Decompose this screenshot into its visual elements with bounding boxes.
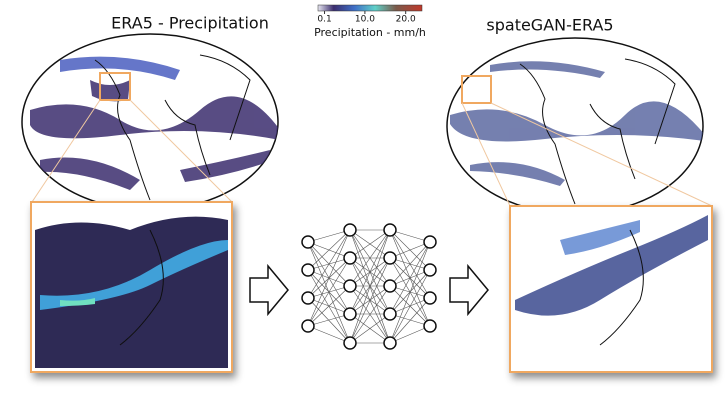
net-node xyxy=(301,263,315,277)
net-node xyxy=(301,235,315,249)
net-edge xyxy=(389,241,431,287)
net-edge xyxy=(307,229,351,243)
net-edge xyxy=(307,297,351,344)
net-edge xyxy=(389,269,431,344)
net-edge xyxy=(389,297,431,344)
colorbar: Precipitation - mm/h 0.1 10.0 20.0 xyxy=(314,4,426,39)
net-edge xyxy=(349,229,391,259)
net-edge xyxy=(307,229,351,327)
net-edge xyxy=(389,325,431,344)
left-map xyxy=(21,33,279,211)
net-edge xyxy=(349,313,391,344)
net-node xyxy=(343,223,357,237)
net-node xyxy=(343,279,357,293)
colorbar-label: Precipitation - mm/h xyxy=(314,26,426,39)
net-node xyxy=(383,307,397,321)
net-edge xyxy=(349,285,391,344)
right-title: spateGAN-ERA5 xyxy=(486,16,613,35)
right-map xyxy=(446,37,704,215)
net-node xyxy=(301,291,315,305)
net-edge xyxy=(307,229,351,299)
left-title: ERA5 - Precipitation xyxy=(111,14,269,33)
net-edge xyxy=(307,269,351,344)
net-edge xyxy=(307,285,351,327)
net-edge xyxy=(307,257,351,327)
net-edge xyxy=(349,229,391,315)
net-node xyxy=(423,291,437,305)
net-node xyxy=(383,251,397,265)
net-node xyxy=(423,263,437,277)
net-edge xyxy=(307,313,351,327)
net-node xyxy=(423,235,437,249)
left-zoom xyxy=(30,201,233,373)
net-node xyxy=(343,251,357,265)
net-node xyxy=(343,336,357,350)
net-node xyxy=(301,319,315,333)
net-edge xyxy=(349,229,391,287)
net-node xyxy=(383,279,397,293)
net-edge xyxy=(389,241,431,259)
colorbar-tick-label: 0.1 xyxy=(317,15,331,25)
right-zoom xyxy=(509,205,713,373)
colorbar-tick-label: 10.0 xyxy=(355,15,375,25)
net-edge xyxy=(389,229,431,243)
colorbar-tick-label: 20.0 xyxy=(396,15,416,25)
net-edge xyxy=(349,229,391,344)
net-node xyxy=(383,336,397,350)
net-edge xyxy=(307,325,351,344)
net-node xyxy=(343,307,357,321)
net-edge xyxy=(349,257,391,344)
neural-network xyxy=(301,223,437,350)
net-node xyxy=(383,223,397,237)
net-edge xyxy=(389,241,431,344)
zoom-connectors xyxy=(31,99,713,207)
colorbar-gradient xyxy=(317,4,423,12)
arrow-left xyxy=(249,263,289,317)
arrow-right xyxy=(449,263,489,317)
net-edge xyxy=(389,313,431,327)
net-edge xyxy=(389,241,431,315)
net-node xyxy=(423,319,437,333)
net-edge xyxy=(307,229,351,271)
